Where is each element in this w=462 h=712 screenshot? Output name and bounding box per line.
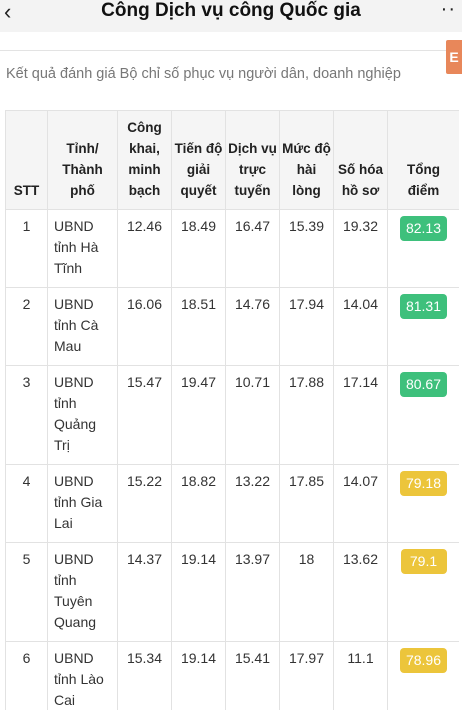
header-so-hoa: Số hóa hồ sơ bbox=[333, 110, 388, 210]
row-so-hoa: 17.14 bbox=[333, 365, 388, 465]
table-header-row: STT Tỉnh/ Thành phố Công khai, minh bạch… bbox=[5, 110, 459, 210]
row-muc-do: 17.97 bbox=[279, 641, 334, 710]
score-badge: 80.67 bbox=[399, 372, 448, 397]
row-tong-diem: 78.96 bbox=[387, 641, 459, 710]
header-province: Tỉnh/ Thành phố bbox=[47, 110, 118, 210]
header-stt: STT bbox=[5, 110, 48, 210]
row-stt: 2 bbox=[5, 287, 48, 366]
row-dich-vu: 14.76 bbox=[225, 287, 280, 366]
row-tien-do: 19.47 bbox=[171, 365, 226, 465]
table-row[interactable]: 2 UBND tỉnh Cà Mau 16.06 18.51 14.76 17.94 14.… bbox=[5, 287, 459, 366]
row-cong-khai: 12.46 bbox=[117, 209, 172, 288]
table-row[interactable]: 3 UBND tỉnh Quảng Trị 15.47 19.47 10.71 17.88… bbox=[5, 365, 459, 465]
row-tong-diem: 82.13 bbox=[387, 209, 459, 288]
row-tien-do: 19.14 bbox=[171, 641, 226, 710]
table-body: 1 UBND tỉnh Hà Tĩnh 12.46 18.49 16.47 15.39 19… bbox=[5, 209, 459, 710]
header-tong-diem: Tổng điểm bbox=[387, 110, 459, 210]
app-title: Công Dịch vụ công Quốc gia bbox=[101, 0, 361, 21]
row-province: UBND tỉnh Gia Lai bbox=[47, 464, 118, 543]
row-stt: 1 bbox=[5, 209, 48, 288]
row-dich-vu: 13.97 bbox=[225, 542, 280, 642]
row-tong-diem: 81.31 bbox=[387, 287, 459, 366]
row-cong-khai: 15.47 bbox=[117, 365, 172, 465]
table-row[interactable]: 5 UBND tỉnh Tuyên Quang 14.37 19.14 13.97 18 1… bbox=[5, 542, 459, 642]
row-muc-do: 17.85 bbox=[279, 464, 334, 543]
header-cong-khai: Công khai, minh bạch bbox=[117, 110, 172, 210]
divider bbox=[0, 50, 462, 51]
row-so-hoa: 11.1 bbox=[333, 641, 388, 710]
row-stt: 3 bbox=[5, 365, 48, 465]
row-dich-vu: 16.47 bbox=[225, 209, 280, 288]
row-so-hoa: 13.62 bbox=[333, 542, 388, 642]
row-muc-do: 18 bbox=[279, 542, 334, 642]
more-options-icon[interactable]: ·· bbox=[440, 0, 456, 20]
row-so-hoa: 14.07 bbox=[333, 464, 388, 543]
top-bar: ‹ Công Dịch vụ công Quốc gia ·· bbox=[0, 0, 462, 30]
score-badge: 78.96 bbox=[399, 648, 448, 673]
row-cong-khai: 15.34 bbox=[117, 641, 172, 710]
row-province: UBND tỉnh Cà Mau bbox=[47, 287, 118, 366]
table-row[interactable]: 1 UBND tỉnh Hà Tĩnh 12.46 18.49 16.47 15.39 19… bbox=[5, 209, 459, 288]
row-muc-do: 15.39 bbox=[279, 209, 334, 288]
side-tab-button[interactable]: E bbox=[446, 40, 462, 74]
row-cong-khai: 15.22 bbox=[117, 464, 172, 543]
score-badge: 81.31 bbox=[399, 294, 448, 319]
row-stt: 5 bbox=[5, 542, 48, 642]
back-chevron-icon[interactable]: ‹ bbox=[4, 0, 12, 24]
row-dich-vu: 10.71 bbox=[225, 365, 280, 465]
row-tien-do: 18.82 bbox=[171, 464, 226, 543]
row-stt: 6 bbox=[5, 641, 48, 710]
row-dich-vu: 13.22 bbox=[225, 464, 280, 543]
row-province: UBND tỉnh Hà Tĩnh bbox=[47, 209, 118, 288]
table-row[interactable]: 6 UBND tỉnh Lào Cai 15.34 19.14 15.41 17.97 11… bbox=[5, 641, 459, 710]
row-tong-diem: 80.67 bbox=[387, 365, 459, 465]
row-muc-do: 17.94 bbox=[279, 287, 334, 366]
row-dich-vu: 15.41 bbox=[225, 641, 280, 710]
score-badge: 79.1 bbox=[400, 549, 447, 574]
row-tien-do: 19.14 bbox=[171, 542, 226, 642]
row-stt: 4 bbox=[5, 464, 48, 543]
row-province: UBND tỉnh Lào Cai bbox=[47, 641, 118, 710]
row-tong-diem: 79.18 bbox=[387, 464, 459, 543]
page-subtitle: Kết quả đánh giá Bộ chỉ số phục vụ người… bbox=[6, 66, 401, 82]
header-dich-vu: Dịch vụ trực tuyến bbox=[225, 110, 280, 210]
header-tien-do: Tiến độ giải quyết bbox=[171, 110, 226, 210]
row-muc-do: 17.88 bbox=[279, 365, 334, 465]
row-tong-diem: 79.1 bbox=[387, 542, 459, 642]
row-so-hoa: 19.32 bbox=[333, 209, 388, 288]
results-table-container[interactable]: STT Tỉnh/ Thành phố Công khai, minh bạch… bbox=[5, 110, 459, 710]
row-province: UBND tỉnh Tuyên Quang bbox=[47, 542, 118, 642]
row-tien-do: 18.49 bbox=[171, 209, 226, 288]
row-so-hoa: 14.04 bbox=[333, 287, 388, 366]
row-tien-do: 18.51 bbox=[171, 287, 226, 366]
row-cong-khai: 16.06 bbox=[117, 287, 172, 366]
results-table: STT Tỉnh/ Thành phố Công khai, minh bạch… bbox=[5, 110, 459, 710]
row-province: UBND tỉnh Quảng Trị bbox=[47, 365, 118, 465]
table-row[interactable]: 4 UBND tỉnh Gia Lai 15.22 18.82 13.22 17.85 14… bbox=[5, 464, 459, 543]
score-badge: 82.13 bbox=[399, 216, 448, 241]
score-badge: 79.18 bbox=[399, 471, 448, 496]
header-muc-do: Mức độ hài lòng bbox=[279, 110, 334, 210]
row-cong-khai: 14.37 bbox=[117, 542, 172, 642]
